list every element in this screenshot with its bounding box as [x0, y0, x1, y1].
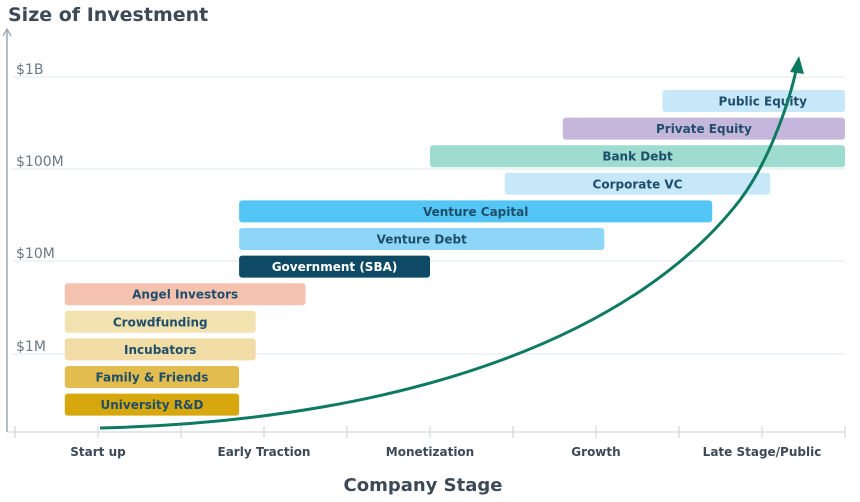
- y-axis-arrow-icon: [2, 27, 12, 37]
- bar-rect-public-equity: [662, 90, 845, 112]
- y-tick-labels: $1B $100M $10M $1M: [16, 62, 64, 355]
- bar-label-public-equity: Public Equity: [719, 95, 808, 109]
- bar-label-angel-investors: Angel Investors: [132, 288, 238, 302]
- bar-university-r-d: University R&D: [64, 393, 240, 416]
- x-tick-monetization: Monetization: [386, 445, 474, 459]
- bar-venture-debt: Venture Debt: [239, 228, 605, 250]
- growth-curve-arrow-icon: [790, 56, 804, 74]
- bar-rect-incubators: [64, 338, 256, 361]
- bar-label-crowdfunding: Crowdfunding: [113, 315, 208, 329]
- bar-label-venture-capital: Venture Capital: [423, 205, 528, 219]
- x-axis-label: Company Stage: [344, 475, 503, 496]
- axes: [2, 27, 845, 433]
- bar-rect-venture-capital: [239, 200, 713, 223]
- chart-title: Size of Investment: [8, 4, 208, 26]
- bar-rect-bank-debt: [430, 145, 845, 168]
- bar-incubators: Incubators: [64, 338, 256, 361]
- y-tick-10m: $10M: [16, 246, 55, 262]
- bars: Public Equity Private Equity Bank Debt Corp…: [64, 90, 845, 416]
- bar-rect-corporate-vc: [504, 172, 771, 195]
- bar-rect-angel-investors: [64, 283, 306, 306]
- bar-crowdfunding: Crowdfunding: [64, 310, 256, 333]
- y-tick-100m: $100M: [16, 154, 64, 170]
- growth-curve-line: [99, 65, 799, 430]
- bar-rect-venture-debt: [239, 228, 605, 250]
- bar-family-friends: Family & Friends: [64, 366, 240, 388]
- bar-venture-capital: Venture Capital: [239, 200, 713, 223]
- bar-rect-government-sba: [239, 255, 430, 278]
- bar-angel-investors: Angel Investors: [64, 283, 306, 306]
- growth-curve: [99, 56, 804, 430]
- bar-bank-debt: Bank Debt: [430, 145, 845, 168]
- bar-corporate-vc: Corporate VC: [504, 172, 771, 195]
- x-tick-late-stage-public: Late Stage/Public: [703, 445, 822, 459]
- bar-rect-university-r-d: [64, 393, 240, 416]
- bar-label-incubators: Incubators: [124, 343, 196, 357]
- x-tick-labels: Start up Early Traction Monetization Growth…: [70, 445, 821, 459]
- bar-public-equity: Public Equity: [662, 90, 845, 112]
- bar-label-private-equity: Private Equity: [656, 122, 752, 136]
- y-tick-1b: $1B: [16, 62, 43, 78]
- bar-rect-crowdfunding: [64, 310, 256, 333]
- bar-government-sba: Government (SBA): [239, 255, 430, 278]
- x-tick-start-up: Start up: [70, 445, 126, 459]
- bar-label-venture-debt: Venture Debt: [377, 233, 468, 247]
- x-tick-early-traction: Early Traction: [218, 445, 311, 459]
- bar-private-equity: Private Equity: [562, 117, 845, 140]
- x-tick-marks: [14, 426, 846, 438]
- bar-label-bank-debt: Bank Debt: [602, 150, 673, 164]
- bar-label-university-r-d: University R&D: [100, 398, 203, 412]
- bar-label-corporate-vc: Corporate VC: [593, 177, 683, 191]
- y-tick-1m: $1M: [16, 339, 46, 355]
- bar-label-family-friends: Family & Friends: [96, 371, 209, 385]
- bar-label-government-sba: Government (SBA): [272, 260, 398, 274]
- x-tick-growth: Growth: [571, 445, 620, 459]
- bar-rect-family-friends: [64, 366, 240, 388]
